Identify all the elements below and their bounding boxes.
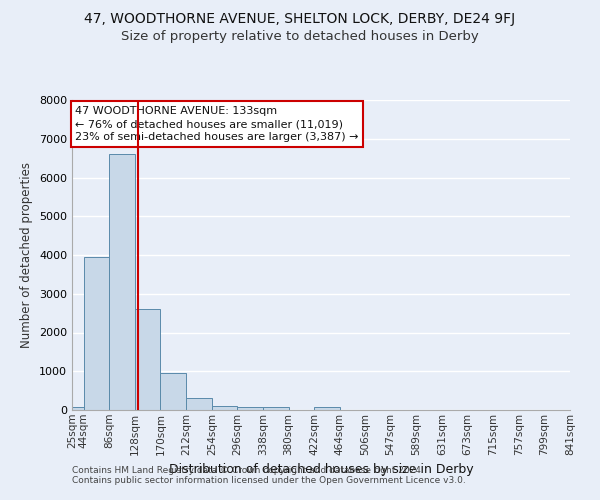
Text: Size of property relative to detached houses in Derby: Size of property relative to detached ho… xyxy=(121,30,479,43)
Bar xyxy=(160,373,186,410)
Bar xyxy=(238,407,263,410)
Bar xyxy=(135,309,160,410)
Bar xyxy=(314,407,340,410)
Text: 47 WOODTHORNE AVENUE: 133sqm
← 76% of detached houses are smaller (11,019)
23% o: 47 WOODTHORNE AVENUE: 133sqm ← 76% of de… xyxy=(75,106,359,142)
Bar xyxy=(263,407,289,410)
Text: Contains HM Land Registry data © Crown copyright and database right 2024.
Contai: Contains HM Land Registry data © Crown c… xyxy=(72,466,466,485)
Bar xyxy=(212,406,238,410)
X-axis label: Distribution of detached houses by size in Derby: Distribution of detached houses by size … xyxy=(169,463,473,476)
Bar xyxy=(83,257,109,410)
Bar xyxy=(186,398,212,410)
Y-axis label: Number of detached properties: Number of detached properties xyxy=(20,162,34,348)
Text: 47, WOODTHORNE AVENUE, SHELTON LOCK, DERBY, DE24 9FJ: 47, WOODTHORNE AVENUE, SHELTON LOCK, DER… xyxy=(85,12,515,26)
Bar xyxy=(109,154,135,410)
Bar xyxy=(72,407,83,410)
